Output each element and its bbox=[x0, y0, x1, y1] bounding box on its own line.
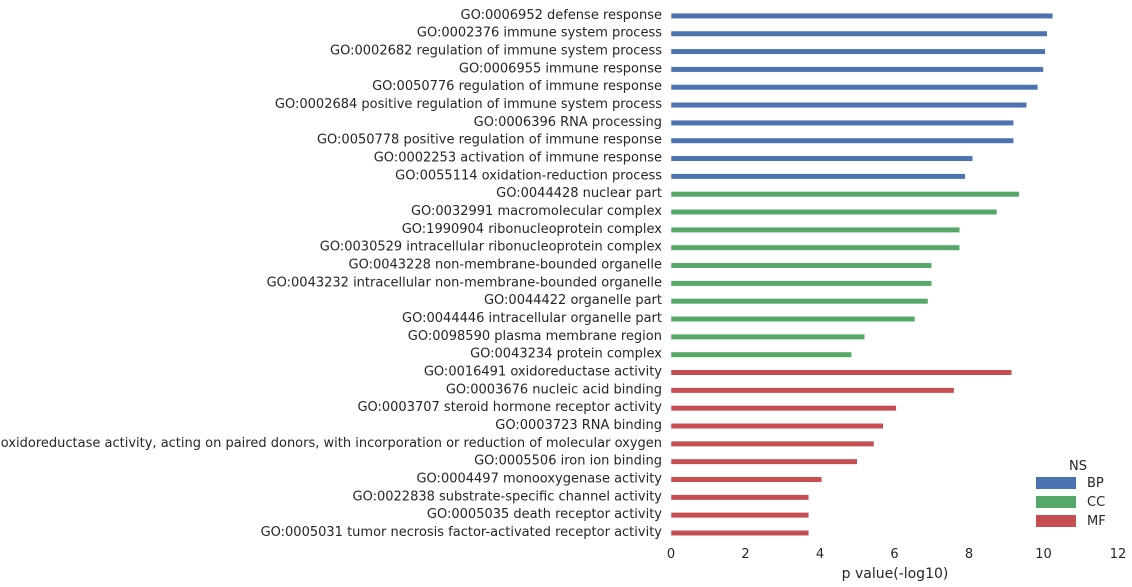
x-tick-label: 12 bbox=[1110, 547, 1127, 562]
bar-bp bbox=[670, 12, 1054, 19]
category-label: GO:0043232 intracellular non-membrane-bo… bbox=[267, 275, 662, 290]
category-label: GO:1990904 ribonucleoprotein complex bbox=[402, 222, 663, 237]
category-label: GO:0005506 iron ion binding bbox=[474, 454, 662, 469]
category-label: GO:0098590 plasma membrane region bbox=[408, 329, 662, 344]
category-label: GO:0016491 oxidoreductase activity bbox=[424, 365, 662, 380]
category-label: GO:0043228 non-membrane-bounded organell… bbox=[349, 258, 663, 273]
category-label: GO:0044446 intracellular organelle part bbox=[402, 311, 662, 326]
category-label: GO:0043234 protein complex bbox=[470, 347, 662, 362]
legend: NS BP CC MF bbox=[1036, 459, 1106, 529]
bar-cc bbox=[670, 226, 960, 233]
x-tick-label: 10 bbox=[1035, 547, 1052, 562]
bar-cc bbox=[670, 244, 960, 251]
bar-cc bbox=[670, 280, 932, 287]
x-tick-label: 6 bbox=[890, 547, 898, 562]
bar-cc bbox=[670, 333, 865, 340]
x-axis: 0 2 4 6 8 10 12 bbox=[667, 547, 1126, 562]
x-tick-label: 8 bbox=[965, 547, 973, 562]
x-tick-label: 2 bbox=[741, 547, 749, 562]
category-label: GO:0016705 oxidoreductase activity, acti… bbox=[0, 436, 662, 451]
category-label: GO:0050776 regulation of immune response bbox=[372, 79, 662, 94]
bar-cc bbox=[670, 191, 1020, 198]
bar-cc bbox=[670, 262, 932, 269]
category-label: GO:0002376 immune system process bbox=[417, 26, 662, 41]
x-tick-label: 0 bbox=[667, 547, 675, 562]
category-label: GO:0004497 monooxygenase activity bbox=[416, 471, 662, 486]
bar-mf bbox=[670, 405, 897, 412]
category-label: GO:0002682 regulation of immune system p… bbox=[330, 44, 662, 59]
category-label: GO:0006955 immune response bbox=[459, 61, 662, 76]
bar-bp bbox=[670, 102, 1027, 109]
legend-title: NS bbox=[1069, 459, 1087, 474]
legend-label-bp: BP bbox=[1087, 476, 1104, 491]
bar-mf bbox=[670, 458, 858, 465]
category-label: GO:0044422 organelle part bbox=[484, 293, 662, 308]
bar-mf bbox=[670, 387, 955, 394]
bar-bp bbox=[670, 84, 1039, 91]
category-labels: GO:0006952 defense response GO:0002376 im… bbox=[0, 8, 662, 540]
bar-bp bbox=[670, 119, 1014, 126]
category-label: GO:0003676 nucleic acid binding bbox=[446, 382, 662, 397]
category-label: GO:0032991 macromolecular complex bbox=[411, 204, 662, 219]
bar-bp bbox=[670, 173, 966, 180]
bar-cc bbox=[670, 351, 852, 358]
category-label: GO:0002684 positive regulation of immune… bbox=[275, 97, 662, 112]
category-label: GO:0050778 positive regulation of immune… bbox=[317, 133, 662, 148]
category-label: GO:0003723 RNA binding bbox=[495, 418, 662, 433]
x-tick-label: 4 bbox=[816, 547, 824, 562]
x-axis-label: p value(-log10) bbox=[842, 566, 949, 582]
bar-mf bbox=[670, 512, 810, 519]
legend-swatch-cc bbox=[1036, 496, 1076, 508]
bar-mf bbox=[670, 529, 810, 536]
category-label: GO:0022838 substrate-specific channel ac… bbox=[353, 489, 663, 504]
bar-mf bbox=[670, 423, 884, 430]
bar-mf bbox=[670, 440, 875, 447]
bar-mf bbox=[670, 369, 1013, 376]
bar-cc bbox=[670, 209, 998, 216]
bar-bp bbox=[670, 137, 1014, 144]
category-label: GO:0005035 death receptor activity bbox=[427, 507, 662, 522]
bar-bp bbox=[670, 155, 973, 162]
bar-bp bbox=[670, 48, 1046, 55]
category-label: GO:0006952 defense response bbox=[461, 8, 663, 23]
category-label: GO:0003707 steroid hormone receptor acti… bbox=[357, 400, 662, 415]
category-label: GO:0030529 intracellular ribonucleoprote… bbox=[320, 240, 663, 255]
bar-mf bbox=[670, 494, 810, 501]
legend-label-cc: CC bbox=[1087, 495, 1105, 510]
category-label: GO:0002253 activation of immune response bbox=[374, 151, 662, 166]
category-label: GO:0006396 RNA processing bbox=[474, 115, 662, 130]
bars-layer bbox=[670, 12, 1054, 536]
bar-cc bbox=[670, 316, 916, 323]
legend-swatch-mf bbox=[1036, 515, 1076, 527]
category-label: GO:0055114 oxidation-reduction process bbox=[395, 168, 662, 183]
category-label: GO:0044428 nuclear part bbox=[496, 186, 662, 201]
bar-mf bbox=[670, 476, 823, 483]
legend-swatch-bp bbox=[1036, 477, 1076, 489]
category-label: GO:0005031 tumor necrosis factor-activat… bbox=[261, 525, 663, 540]
bar-bp bbox=[670, 66, 1044, 73]
legend-label-mf: MF bbox=[1087, 514, 1106, 529]
bar-cc bbox=[670, 298, 929, 305]
bar-bp bbox=[670, 30, 1048, 37]
